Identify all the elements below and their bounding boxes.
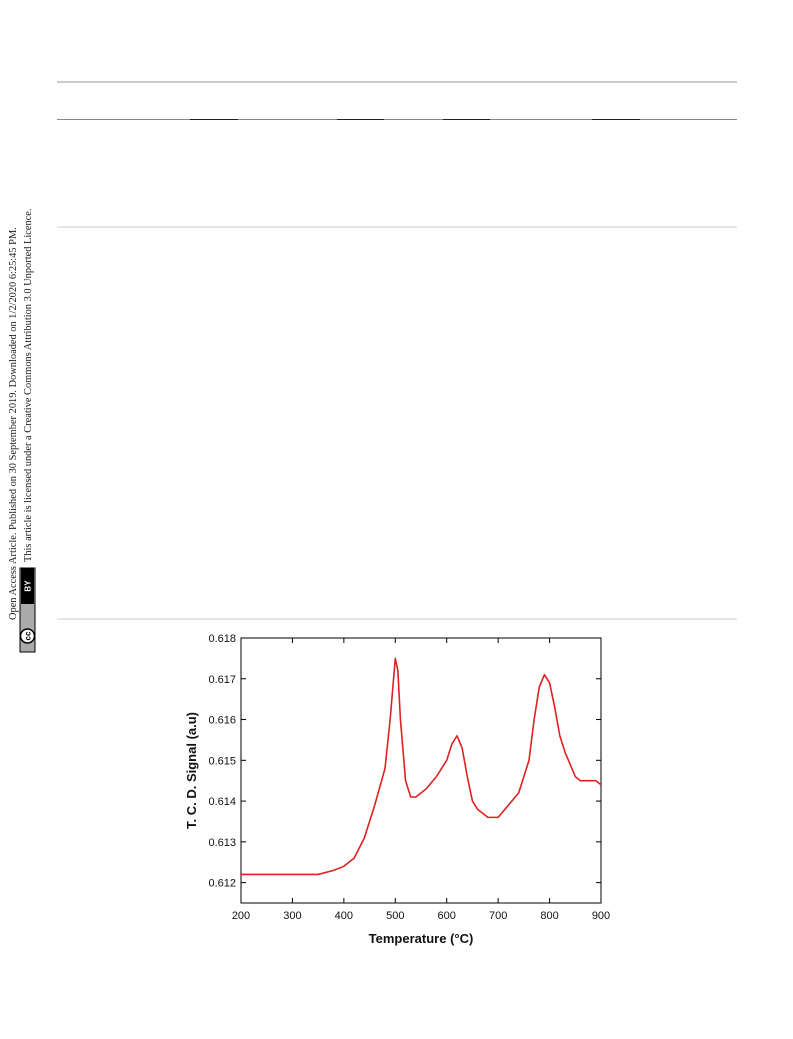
x-tick-label: 400: [335, 910, 353, 922]
y-axis-label: T. C. D. Signal (a.u): [184, 712, 199, 829]
x-tick-label: 300: [283, 910, 301, 922]
x-tick-label: 700: [489, 910, 507, 922]
sidebar-text: Open Access Article. Published on 30 Sep…: [8, 227, 19, 620]
x-tick-label: 200: [232, 910, 250, 922]
y-tick-label: 0.613: [208, 837, 236, 849]
y-tick-label: 0.615: [208, 755, 236, 767]
y-tick-label: 0.616: [208, 715, 236, 727]
y-tick-label: 0.617: [208, 674, 236, 686]
badge-circle: [19, 628, 36, 644]
x-tick-label: 500: [386, 910, 404, 922]
x-axis-label: Temperature (°C): [369, 931, 474, 946]
chart: 0.612 0.613 0.614 0.615 0.616 0.617 0.618 200 30…: [184, 633, 610, 946]
badge-dark: [21, 568, 34, 604]
sidebar-text: This article is licensed under a Creativ…: [23, 209, 34, 562]
data-line: [241, 657, 602, 876]
badge-by: BY: [24, 580, 33, 592]
x-tick-label: 900: [592, 910, 610, 922]
badge-cc: cc: [24, 631, 33, 640]
y-tick-label: 0.614: [208, 796, 236, 808]
x-tick-label: 600: [438, 910, 456, 922]
rules: [57, 81, 737, 620]
y-tick-label: 0.618: [208, 633, 236, 645]
x-tick-label: 800: [540, 910, 558, 922]
cc-badge: cc BY: [19, 567, 36, 653]
plot-frame: [240, 637, 602, 904]
y-tick-label: 0.612: [208, 878, 236, 890]
